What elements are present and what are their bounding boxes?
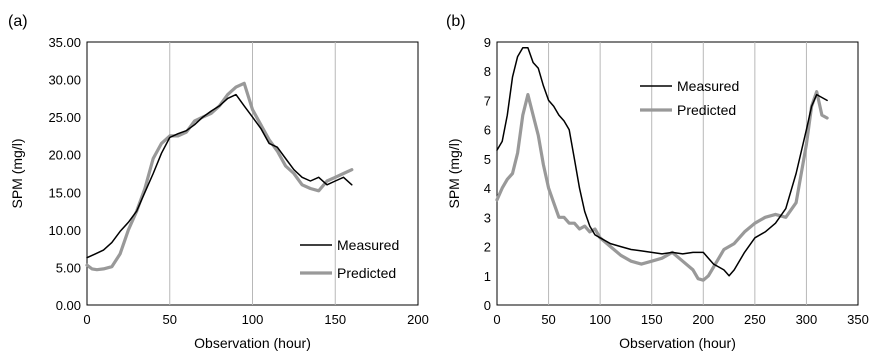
series-line-predicted-a: [85, 81, 354, 272]
y-tick-label-a-4: 20.00: [48, 148, 81, 163]
legend-b: Measured Predicted: [640, 78, 739, 118]
y-axis-label-b: SPM (mg/l): [446, 139, 462, 209]
legend-label-measured-b: Measured: [677, 78, 739, 94]
series-line-measured-a: [86, 93, 353, 259]
gridlines-b: [548, 42, 807, 305]
y-tick-label-b-2: 2: [484, 240, 491, 255]
y-tick-label-a-2: 10.00: [48, 223, 81, 238]
series-lines-a: [85, 81, 354, 272]
panel-label-b: (b): [446, 13, 466, 30]
x-tick-label-a-3: 150: [324, 312, 346, 327]
y-tick-label-b-5: 5: [484, 152, 491, 167]
y-tick-label-b-1: 1: [484, 269, 491, 284]
panel-label-a: (a): [8, 13, 28, 30]
y-tick-label-b-3: 3: [484, 210, 491, 225]
x-axis-label-a: Observation (hour): [194, 335, 311, 351]
y-tick-label-a-1: 5.00: [56, 260, 81, 275]
x-tick-label-a-0: 0: [83, 312, 90, 327]
legend-a: Measured Predicted: [300, 237, 399, 281]
x-tick-label-b-3: 150: [641, 312, 663, 327]
y-tick-label-a-5: 25.00: [48, 110, 81, 125]
y-tick-label-b-8: 8: [484, 64, 491, 79]
y-tick-label-a-7: 35.00: [48, 35, 81, 50]
y-tick-label-b-7: 7: [484, 93, 491, 108]
plot-frame-b: [496, 41, 859, 306]
x-tick-label-a-2: 100: [242, 312, 264, 327]
chart-panel-b: (b) 0 1 2 3 4 5 6 7 8 9 0 50 100 150 200 250 300 350 Obs…: [446, 13, 869, 351]
legend-label-measured-a: Measured: [337, 237, 399, 253]
x-tick-label-b-2: 100: [589, 312, 611, 327]
gridlines-a: [169, 42, 336, 305]
series-lines-b: [495, 47, 829, 282]
y-tick-labels-b: 0 1 2 3 4 5 6 7 8 9: [484, 35, 491, 313]
x-axis-label-b: Observation (hour): [619, 335, 736, 351]
y-tick-label-b-4: 4: [484, 181, 491, 196]
y-tick-label-a-6: 30.00: [48, 73, 81, 88]
series-line-predicted-b: [495, 90, 829, 282]
legend-label-predicted-b: Predicted: [677, 102, 736, 118]
y-tick-label-a-3: 15.00: [48, 185, 81, 200]
y-tick-label-b-0: 0: [484, 298, 491, 313]
x-tick-labels-a: 0 50 100 150 200: [83, 312, 428, 327]
x-tick-label-b-1: 50: [541, 312, 555, 327]
y-axis-label-a: SPM (mg/l): [9, 139, 25, 209]
x-tick-label-b-5: 250: [744, 312, 766, 327]
series-line-measured-b: [496, 47, 828, 277]
x-tick-label-b-4: 200: [692, 312, 714, 327]
y-tick-label-b-9: 9: [484, 35, 491, 50]
y-tick-labels-a: 0.00 5.00 10.00 15.00 20.00 25.00 30.00 35.00: [48, 35, 81, 313]
x-tick-label-a-1: 50: [163, 312, 177, 327]
x-tick-labels-b: 0 50 100 150 200 250 300 350: [493, 312, 868, 327]
x-tick-label-a-4: 200: [407, 312, 429, 327]
chart-panel-a: (a) 0.00 5.00 10.00 15.00 20.00 25.00 30.00 35.…: [8, 13, 429, 351]
y-tick-label-a-0: 0.00: [56, 298, 81, 313]
x-tick-label-b-6: 300: [796, 312, 818, 327]
legend-label-predicted-a: Predicted: [337, 265, 396, 281]
x-tick-label-b-0: 0: [493, 312, 500, 327]
y-tick-label-b-6: 6: [484, 123, 491, 138]
x-tick-label-b-7: 350: [847, 312, 869, 327]
